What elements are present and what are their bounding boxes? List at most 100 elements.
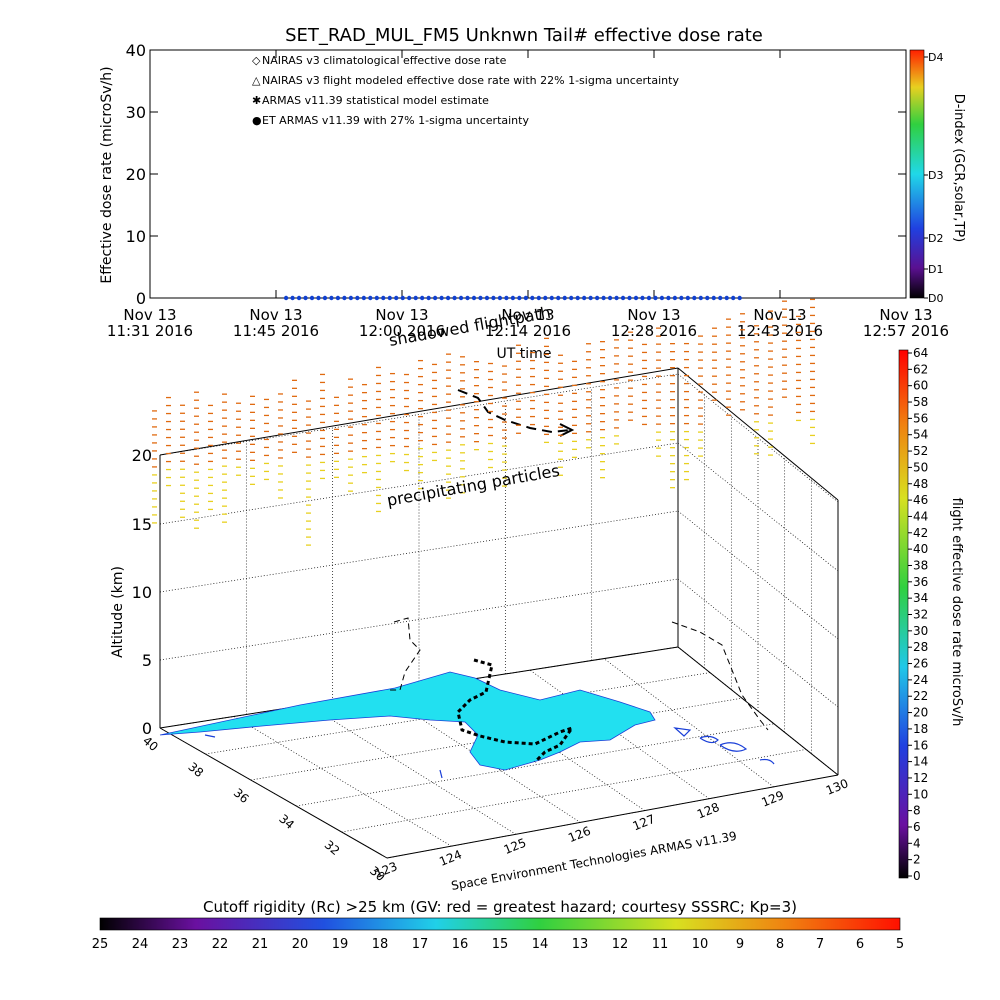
top-y-tick-label: 20 (126, 165, 146, 184)
dose-tick-label: 2 (913, 853, 921, 867)
latitude-tick-label: 34 (276, 812, 297, 833)
top-series-point (737, 295, 742, 301)
top-series-point (374, 295, 379, 301)
top-x-tick-date: Nov 13 (879, 306, 932, 324)
top-series-point (283, 295, 289, 301)
dindex-label: D-index (GCR,solar,TP) (951, 94, 966, 242)
grid-line (159, 578, 679, 661)
top-series-point (504, 295, 509, 301)
top-series-point (724, 295, 729, 301)
grid-line (677, 646, 839, 776)
top-series-point (458, 295, 464, 301)
longitude-tick-label: 123 (373, 859, 399, 881)
dose-tick-label: 4 (913, 836, 921, 850)
legend-entry: NAIRAS v3 flight modeled effective dose … (262, 74, 679, 87)
top-series-point (322, 295, 328, 301)
rc-tick-label: 8 (776, 937, 784, 952)
dindex-tick-label: D4 (928, 51, 943, 64)
longitude-tick-label: 126 (566, 824, 592, 846)
top-x-tick-time: 12:28 2016 (611, 322, 697, 340)
top-series-point (290, 295, 295, 301)
dose-tick-label: 50 (913, 460, 928, 474)
rc-tick-label: 17 (412, 937, 429, 952)
top-series-point (523, 295, 529, 301)
top-series-point (672, 295, 678, 301)
grid-line (529, 669, 710, 799)
top-series-point (510, 295, 516, 301)
rc-tick-label: 12 (612, 937, 629, 952)
top-series-point (296, 295, 302, 301)
top-plot-frame (149, 49, 907, 299)
dose-tick-label: 14 (913, 755, 928, 769)
top-series-point (569, 295, 574, 301)
top-x-tick-time: 12:14 2016 (485, 322, 571, 340)
shadow-track-top (457, 389, 571, 434)
top-series-point (419, 295, 425, 301)
dose-tick-label: 48 (913, 477, 928, 491)
top-series-point (452, 295, 457, 301)
top-series-point (316, 295, 321, 301)
top-series-point (588, 295, 593, 301)
altitude-tick-label: 0 (142, 719, 152, 738)
grid-line (250, 697, 743, 781)
rc-tick-label: 16 (452, 937, 469, 952)
longitude-tick-label: 130 (824, 776, 850, 798)
top-x-tick-date: Nov 13 (123, 306, 176, 324)
dose-tick-label: 58 (913, 395, 928, 409)
dose-tick-label: 18 (913, 722, 928, 736)
top-series-point (465, 295, 470, 301)
top-x-tick-date: Nov 13 (753, 306, 806, 324)
dose-tick-label: 20 (913, 706, 928, 720)
top-series-point (471, 295, 477, 301)
dose-tick-label: 44 (913, 509, 928, 523)
rc-ticks: 25 24 23 22 21 20 19 18 17 16 15 14 13 12 11 10 9 8 7 6 5 (92, 937, 904, 952)
top-series-point (620, 295, 626, 301)
legend-entry: ARMAS v11.39 statistical model estimate (262, 94, 489, 107)
dose-tick-label: 10 (913, 787, 928, 801)
top-series-point (601, 295, 606, 301)
top-series-point (543, 295, 548, 301)
rc-tick-label: 22 (212, 937, 229, 952)
legend-symbol: △ (252, 74, 261, 87)
top-y-tick-label: 30 (126, 103, 146, 122)
top-series-point (530, 295, 535, 301)
top-series-point (342, 295, 347, 301)
longitude-tick-label: 124 (437, 847, 463, 869)
grid-line (159, 373, 679, 456)
top-series-point (575, 295, 580, 301)
top-x-tick-time: 12:57 2016 (863, 322, 949, 340)
dose-tick-label: 34 (913, 591, 928, 605)
dindex-tick-label: D2 (928, 232, 943, 245)
top-series-point (581, 295, 587, 301)
dindex-tick-label: D1 (928, 263, 943, 276)
top-series-point (445, 295, 451, 301)
altitude-tick-label: 10 (132, 583, 152, 602)
top-series-point (653, 295, 658, 301)
altitude-tick-label: 15 (132, 515, 152, 534)
shadow-track-right (671, 621, 769, 731)
top-y-tick-label: 40 (126, 41, 146, 60)
longitude-tick-label: 125 (502, 836, 528, 858)
rc-tick-label: 21 (252, 937, 269, 952)
dose-tick-label: 6 (913, 820, 921, 834)
top-series-point (309, 295, 315, 301)
top-y-tick-label: 10 (126, 227, 146, 246)
rc-tick-label: 11 (652, 937, 669, 952)
top-series-point (484, 295, 490, 301)
top-series-point (355, 295, 360, 301)
dose-tick-label: 24 (913, 673, 928, 687)
rc-tick-label: 19 (332, 937, 349, 952)
top-series-point (659, 295, 665, 301)
dose-label: flight effective dose rate microSv/h (949, 498, 964, 727)
rc-tick-label: 24 (132, 937, 149, 952)
dose-tick-label: 52 (913, 444, 928, 458)
top-series-point (329, 295, 334, 301)
map-3d-box (159, 367, 839, 859)
rc-tick-label: 13 (572, 937, 589, 952)
top-x-tick-date: Nov 13 (501, 306, 554, 324)
dose-tick-label: 26 (913, 657, 928, 671)
dose-tick-label: 36 (913, 575, 928, 589)
rc-tick-label: 23 (172, 937, 189, 952)
